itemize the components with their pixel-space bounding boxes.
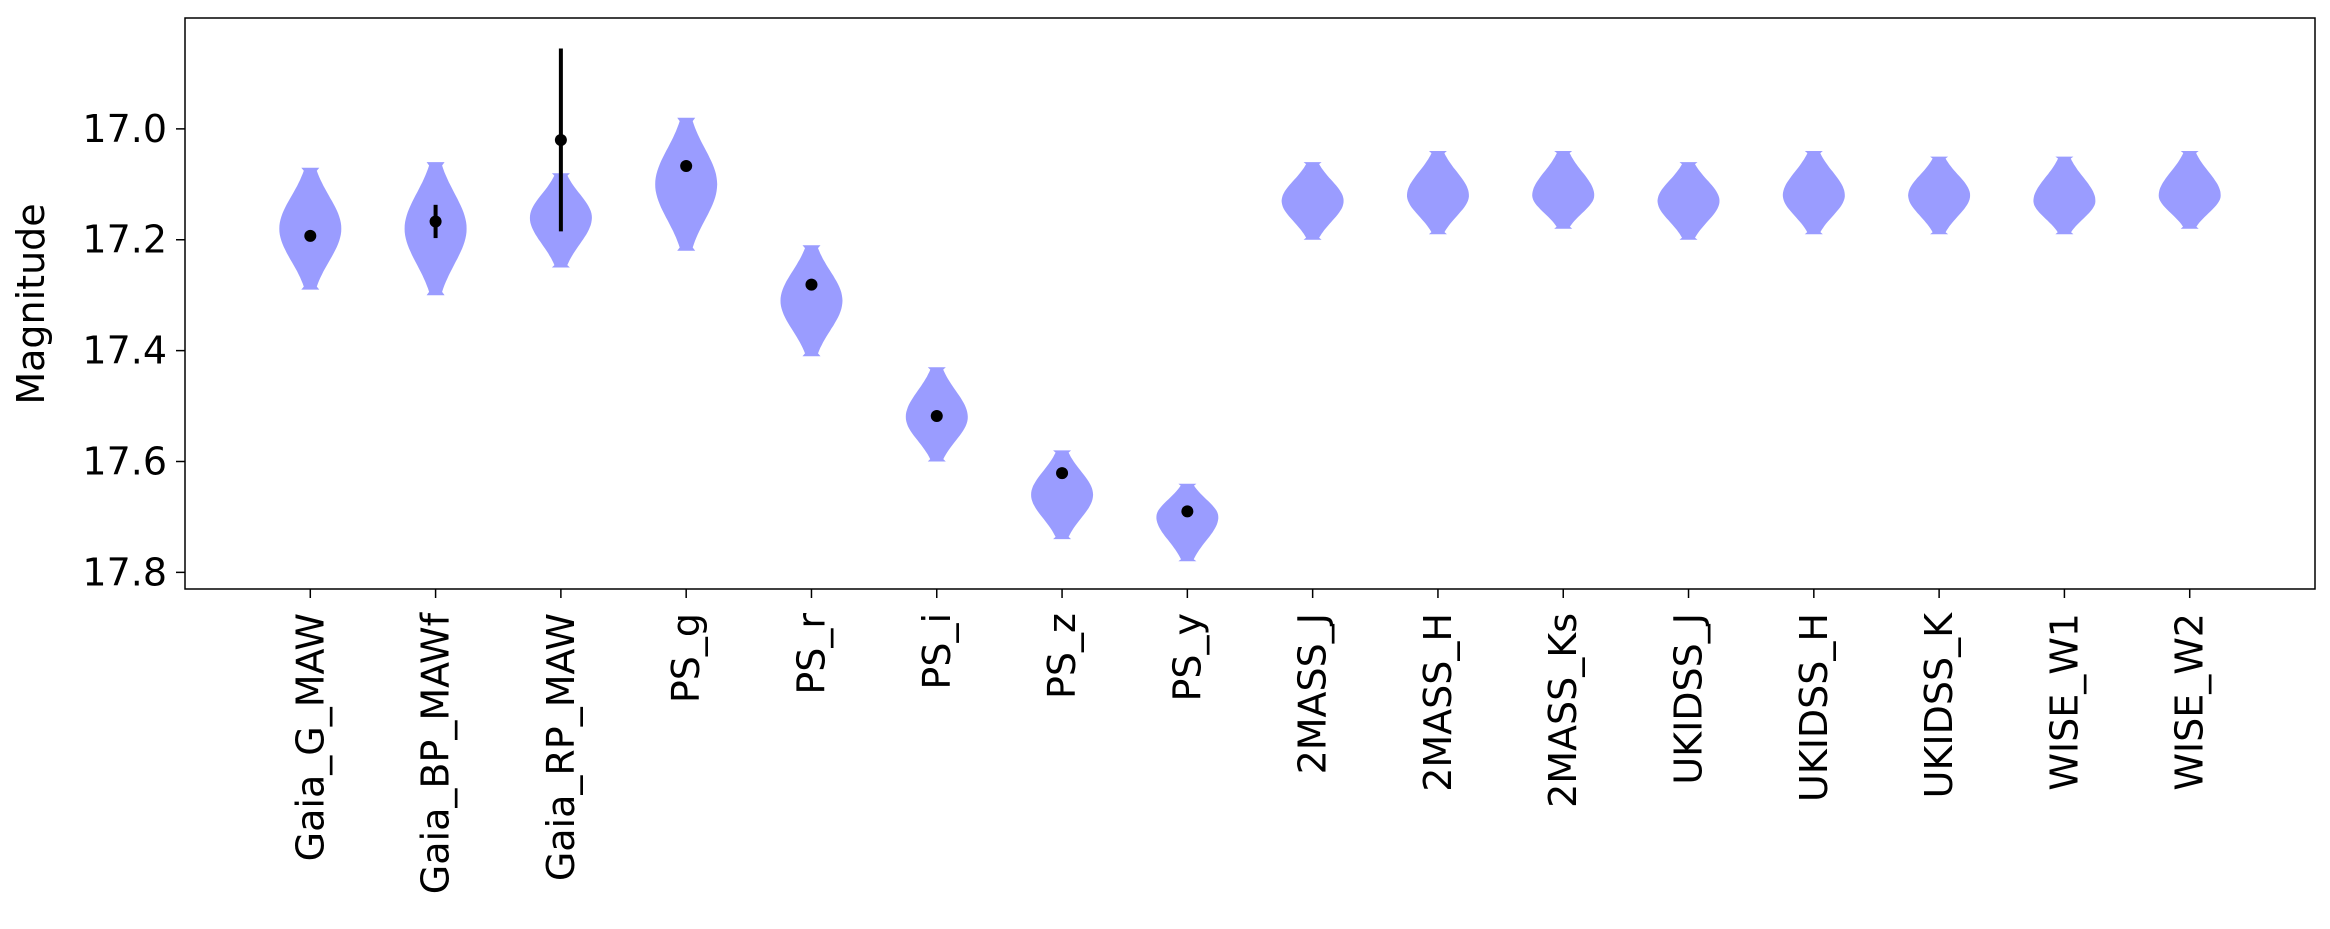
violin-UKIDSS_K	[1908, 156, 1971, 235]
plot-frame	[184, 17, 2316, 590]
x-tick-label: UKIDSS_H	[1792, 613, 1836, 802]
errorbars-layer	[304, 48, 1194, 518]
x-tick-label: Gaia_RP_MAW	[539, 613, 583, 881]
x-tick-label: PS_g	[664, 613, 708, 703]
violin-PS_z	[1031, 450, 1094, 540]
x-tick-label: UKIDSS_K	[1917, 612, 1961, 798]
violin-UKIDSS_H	[1782, 151, 1845, 235]
violin-UKIDSS_J	[1657, 162, 1720, 240]
x-tick-label: PS_z	[1040, 613, 1084, 699]
violins-layer	[279, 117, 2221, 562]
violin-PS_g	[655, 117, 718, 251]
x-tick-label: PS_r	[790, 613, 834, 695]
violin-WISE_W2	[2158, 151, 2221, 229]
x-tick-label: 2MASS_Ks	[1541, 613, 1585, 808]
violin-2MASS_H	[1407, 151, 1469, 235]
marker-Gaia_G_MAW	[304, 229, 317, 242]
violin-PS_y	[1156, 483, 1219, 562]
violin-2MASS_Ks	[1532, 151, 1595, 229]
y-tick-label: 17.4	[82, 329, 167, 373]
marker-Gaia_RP_MAW	[554, 133, 567, 146]
violin-2MASS_J	[1281, 162, 1344, 240]
x-tick-label: PS_y	[1165, 613, 1209, 702]
y-tick-label: 17.6	[82, 439, 167, 483]
violin-Gaia_G_MAW	[279, 167, 342, 290]
x-tick-label: Gaia_BP_MAWf	[414, 611, 458, 894]
x-tick-label: PS_i	[915, 613, 959, 690]
x-tick-label: 2MASS_J	[1291, 613, 1335, 774]
marker-PS_r	[805, 278, 818, 291]
x-tick-label: Gaia_G_MAW	[288, 613, 332, 861]
x-tick-label: WISE_W1	[2042, 613, 2086, 791]
y-tick-label: 17.0	[82, 107, 167, 151]
x-tick-label: 2MASS_H	[1416, 613, 1460, 792]
x-tick-label: UKIDSS_J	[1667, 613, 1711, 785]
y-tick-label: 17.2	[82, 218, 167, 262]
x-axis: Gaia_G_MAW Gaia_BP_MAWf Gaia_RP_MAW PS_g PS_…	[288, 589, 2212, 894]
y-axis-label: Magnitude	[9, 203, 53, 404]
violin-PS_r	[780, 245, 843, 357]
marker-Gaia_BP_MAWf	[429, 215, 442, 228]
y-tick-label: 17.8	[82, 550, 167, 594]
marker-PS_z	[1056, 467, 1069, 480]
y-axis: 17.0 17.2 17.4 17.6 17.8	[82, 107, 185, 594]
marker-PS_i	[930, 410, 943, 423]
marker-PS_y	[1181, 505, 1194, 518]
violin-WISE_W1	[2033, 156, 2096, 235]
x-tick-label: WISE_W2	[2168, 613, 2212, 791]
marker-PS_g	[680, 160, 693, 173]
